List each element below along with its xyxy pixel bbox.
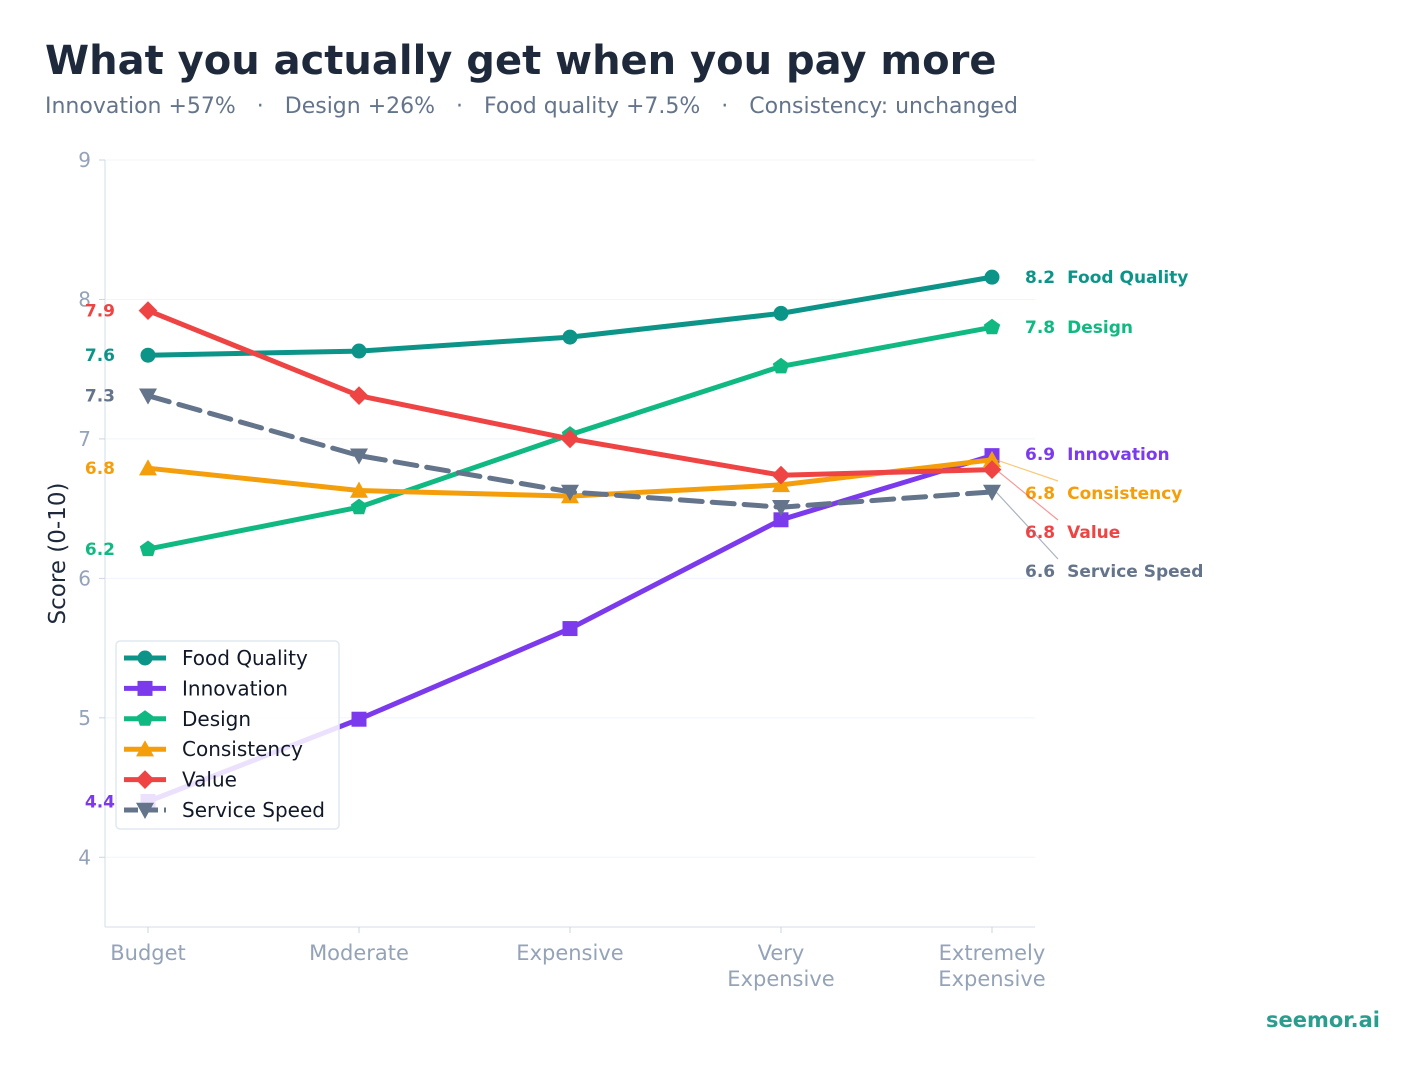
- x-tick-label: Moderate: [309, 941, 409, 965]
- legend: Food Quality Innovation Design Consistency V…: [115, 640, 340, 830]
- data-point-service-speed: [139, 388, 157, 405]
- data-point-value: [138, 301, 158, 320]
- data-point-food-quality: [140, 347, 156, 363]
- y-tick-label: 8: [78, 287, 91, 311]
- end-label-innovation: 6.9 Innovation: [1025, 445, 1170, 465]
- legend-label-consistency: Consistency: [182, 737, 303, 761]
- legend-label-service-speed: Service Speed: [182, 798, 325, 822]
- x-tick-label: Expensive: [516, 941, 623, 965]
- legend-label-value: Value: [182, 768, 237, 792]
- leader-line-consistency: [995, 459, 1059, 482]
- data-point-consistency: [139, 459, 157, 476]
- data-point-service-speed: [983, 484, 1001, 501]
- data-point-food-quality: [562, 329, 578, 345]
- start-value-label-value: 7.9: [85, 302, 115, 322]
- x-tick-label: Budget: [110, 941, 186, 965]
- data-point-value: [771, 465, 791, 485]
- legend-marker-food-quality: [137, 650, 153, 666]
- data-point-food-quality: [984, 269, 1000, 285]
- data-point-design: [139, 540, 157, 557]
- start-value-label-food-quality: 7.6: [85, 346, 115, 366]
- data-point-consistency: [983, 450, 1001, 468]
- end-label-consistency: 6.8 Consistency: [1025, 484, 1182, 504]
- data-point-innovation: [562, 621, 578, 637]
- legend-label-food-quality: Food Quality: [182, 646, 308, 670]
- watermark: seemor.ai: [1266, 1008, 1381, 1032]
- legend-marker-design: [136, 710, 154, 726]
- data-point-value: [349, 386, 369, 406]
- data-point-innovation: [351, 711, 367, 727]
- legend-box: [115, 640, 340, 830]
- y-tick-label: 6: [78, 566, 91, 590]
- legend-marker-service-speed: [136, 802, 154, 819]
- data-point-design: [350, 498, 368, 515]
- y-tick-label: 7: [78, 427, 91, 451]
- end-label-value: 6.8 Value: [1025, 523, 1120, 543]
- x-tick-label: Extremely Expensive: [938, 941, 1045, 991]
- leader-line-value: [995, 469, 1059, 521]
- start-value-label-service-speed: 7.3: [85, 387, 115, 407]
- y-tick-label: 9: [78, 148, 91, 172]
- start-value-label-innovation: 4.4: [85, 792, 115, 812]
- data-point-value: [560, 429, 580, 449]
- data-point-food-quality: [773, 305, 789, 321]
- y-axis-label: Score (0-10): [45, 483, 71, 625]
- data-point-food-quality: [351, 343, 367, 359]
- end-label-design: 7.8 Design: [1025, 318, 1133, 338]
- leader-line-service-speed: [995, 491, 1059, 560]
- data-point-design: [772, 357, 790, 374]
- data-point-value: [982, 460, 1002, 479]
- end-label-food-quality: 8.2 Food Quality: [1025, 268, 1188, 288]
- data-point-design: [983, 318, 1001, 335]
- start-value-label-design: 6.2: [85, 540, 115, 560]
- legend-marker-innovation: [137, 680, 153, 696]
- data-point-consistency: [350, 481, 368, 498]
- x-tick-label: Very Expensive: [727, 941, 834, 991]
- y-tick-label: 4: [78, 845, 91, 869]
- legend-label-innovation: Innovation: [182, 676, 288, 700]
- legend-label-design: Design: [182, 707, 251, 731]
- y-tick-label: 5: [78, 706, 91, 730]
- legend-marker-value: [135, 770, 155, 789]
- data-point-service-speed: [772, 500, 790, 517]
- chart-title: What you actually get when you pay more: [45, 38, 997, 84]
- data-point-innovation: [773, 512, 789, 528]
- legend-marker-consistency: [136, 740, 154, 757]
- data-point-service-speed: [350, 448, 368, 465]
- chart-subtitle: Innovation +57% · Design +26% · Food qua…: [45, 94, 1018, 119]
- end-label-service-speed: 6.6 Service Speed: [1025, 562, 1203, 582]
- data-point-service-speed: [561, 484, 579, 501]
- start-value-label-consistency: 6.8: [85, 459, 115, 479]
